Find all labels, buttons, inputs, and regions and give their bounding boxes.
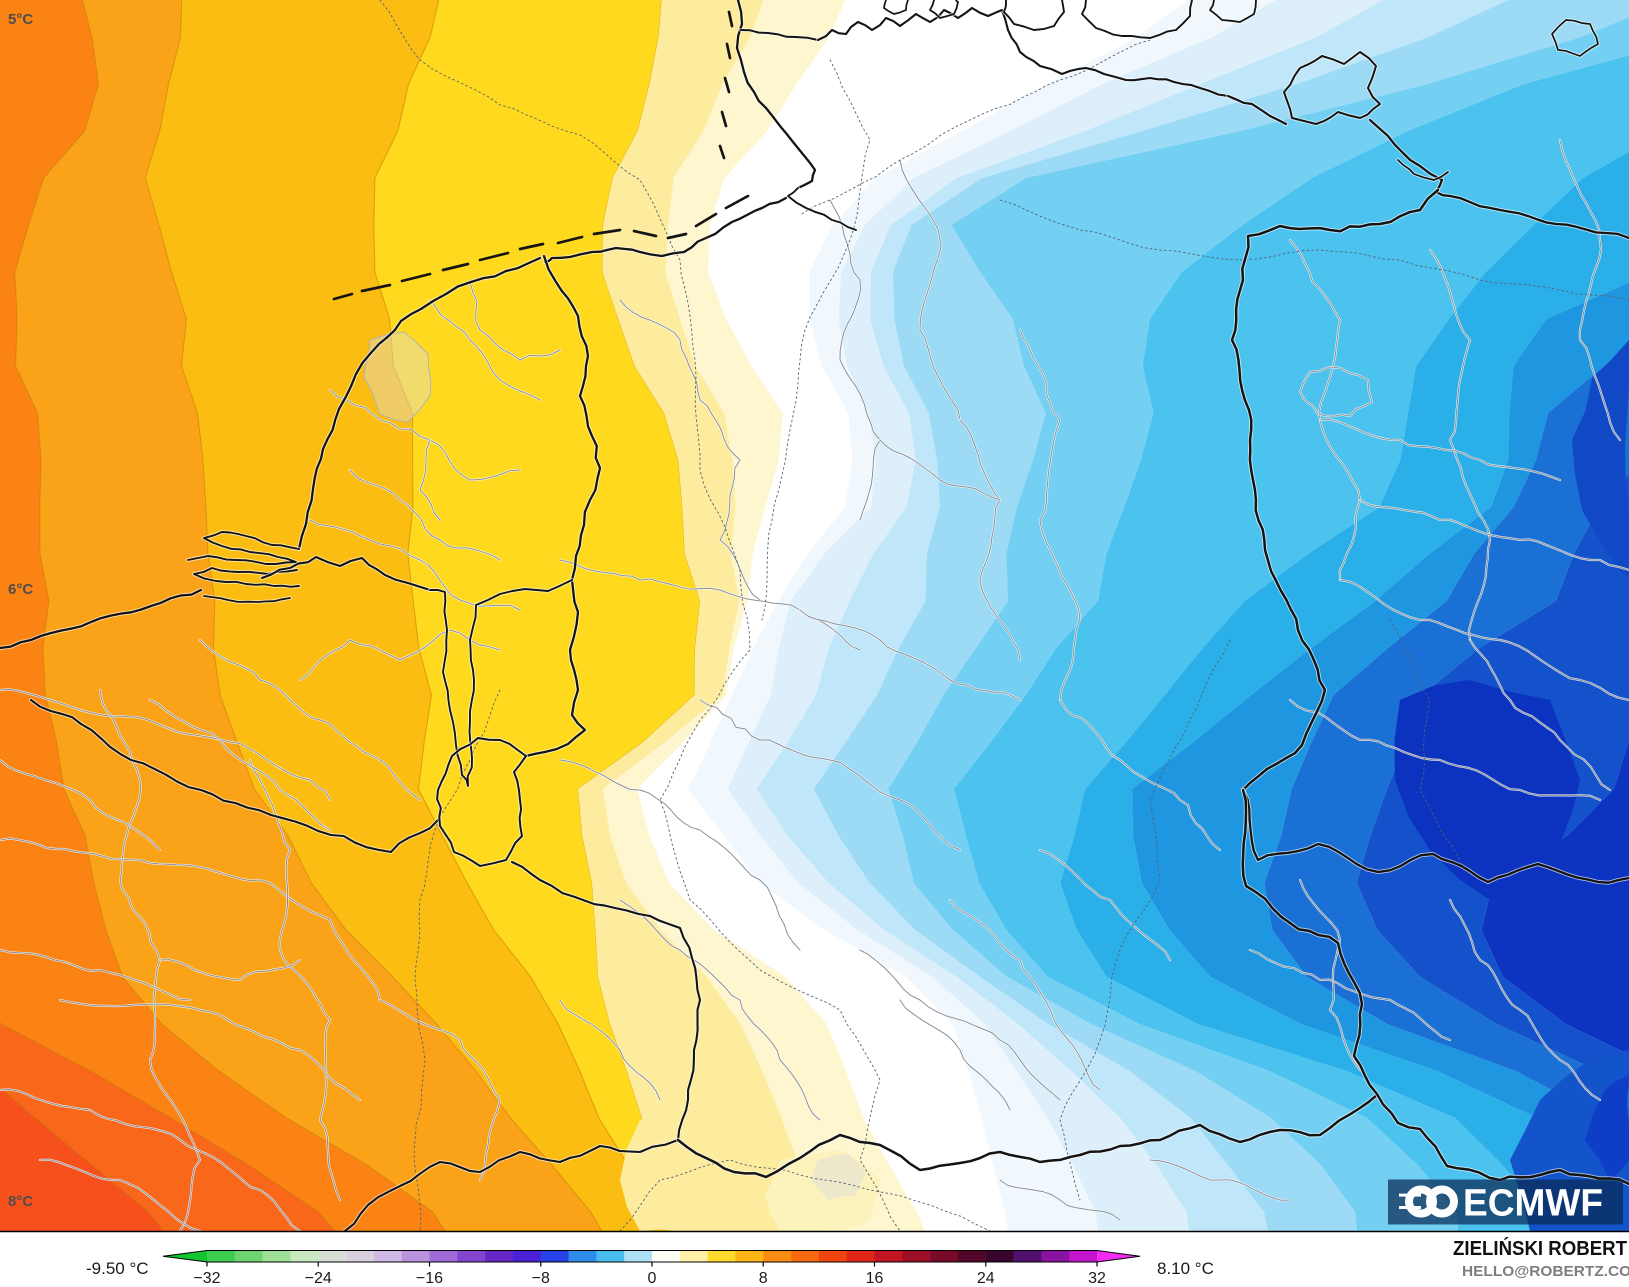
svg-text:−24: −24 [305,1270,332,1287]
svg-text:−32: −32 [193,1270,220,1287]
svg-text:8.10 °C: 8.10 °C [1157,1259,1214,1278]
svg-text:HELLO@ROBERTZ.COM: HELLO@ROBERTZ.COM [1462,1263,1629,1280]
svg-text:0: 0 [648,1270,657,1287]
svg-text:24: 24 [977,1270,995,1287]
svg-text:ECMWF: ECMWF [1463,1183,1603,1225]
svg-text:8°C: 8°C [8,1193,33,1210]
svg-text:−8: −8 [532,1270,550,1287]
svg-text:16: 16 [866,1270,884,1287]
svg-text:−16: −16 [416,1270,443,1287]
svg-text:32: 32 [1088,1270,1106,1287]
svg-text:8: 8 [759,1270,768,1287]
svg-text:6°C: 6°C [8,581,33,598]
svg-text:-9.50 °C: -9.50 °C [86,1259,149,1278]
svg-text:ZIELIŃSKI ROBERT: ZIELIŃSKI ROBERT [1453,1237,1627,1260]
svg-text:5°C: 5°C [8,11,33,28]
